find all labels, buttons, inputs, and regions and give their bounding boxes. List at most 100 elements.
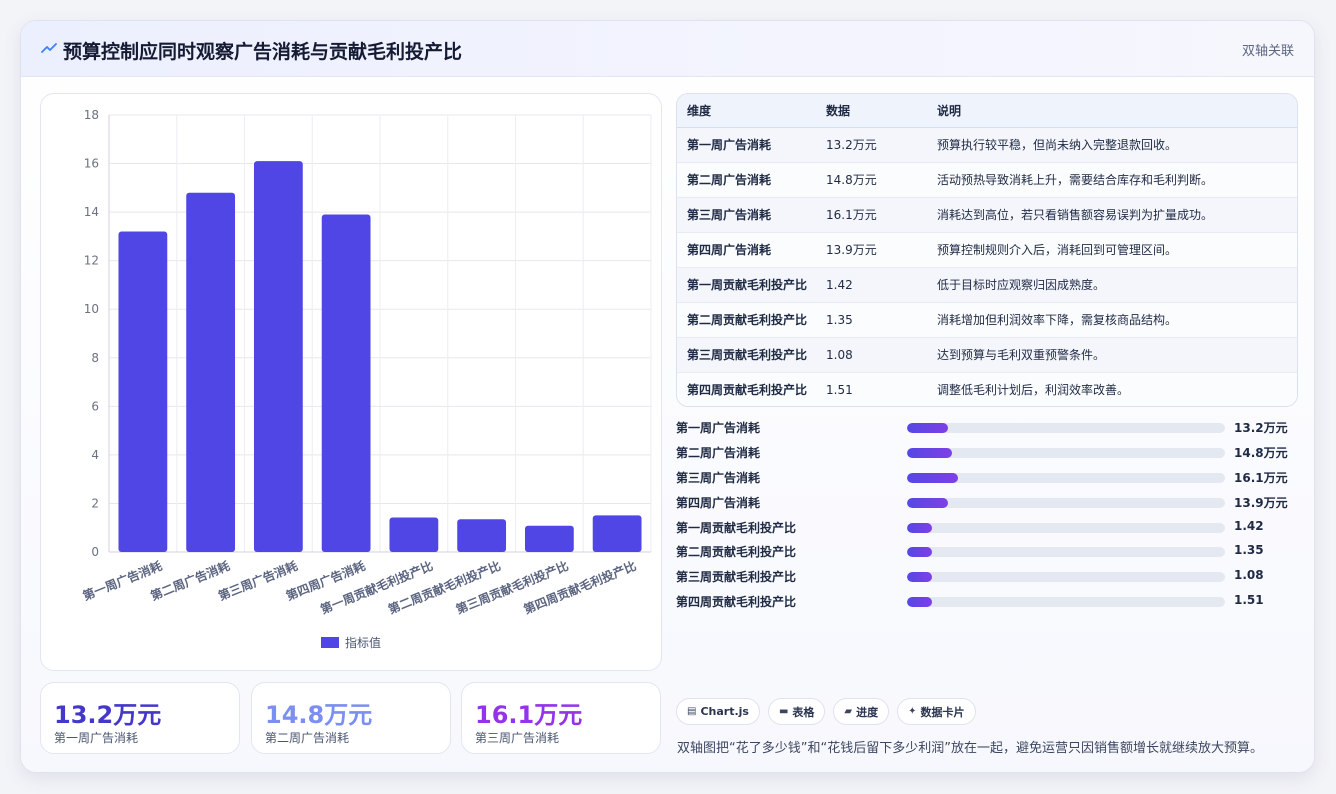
chip-card[interactable]: ✦ 数据卡片 bbox=[897, 698, 976, 725]
row-description: 消耗达到高位，若只看销售额容易误判为扩量成功。 bbox=[937, 208, 1214, 222]
progress-list: 第一周广告消耗 13.2万元 第二周广告消耗 14.8万元 第三周广告消耗 16.1万元第… bbox=[676, 416, 1298, 615]
progress-fill bbox=[907, 423, 949, 433]
chip-progress[interactable]: ▰ 进度 bbox=[833, 698, 890, 725]
progress-fill bbox=[907, 447, 952, 458]
row-description: 活动预热导致消耗上升，需要结合库存和毛利判断。 bbox=[937, 173, 1214, 187]
y-tick-label: 14 bbox=[84, 205, 99, 219]
progress-track bbox=[907, 497, 1225, 508]
column-header: 说明 bbox=[937, 94, 1297, 128]
x-tick-label: 第三周贡献毛利投产比 bbox=[454, 558, 571, 617]
progress-label: 第三周广告消耗 bbox=[676, 470, 761, 485]
row-value: 1.35 bbox=[826, 312, 853, 327]
tech-chips: ▤ Chart.js ▬ 表格 ▰ 进度 ✦ 数据卡片 bbox=[676, 698, 976, 725]
row-dimension: 第二周贡献毛利投产比 bbox=[687, 313, 808, 327]
chip-label: 进度 bbox=[856, 705, 879, 719]
table-row: 第三周广告消耗 16.1万元 消耗达到高位，若只看销售额容易误判为扩量成功。 bbox=[677, 197, 1297, 232]
progress-track bbox=[907, 572, 1225, 583]
row-value: 14.8万元 bbox=[826, 173, 877, 187]
table-row: 第四周贡献毛利投产比 1.51 调整低毛利计划后，利润效率改善。 bbox=[677, 372, 1297, 406]
bar-chart-panel: 0 2 4 6 8 10 12 14 16 18 第一周广告消耗 第二周广告消耗 第三周广告消耗 第四周广… bbox=[40, 93, 662, 671]
legend-swatch bbox=[321, 637, 339, 648]
bar bbox=[457, 519, 507, 552]
progress-fill bbox=[907, 497, 949, 508]
progress-row: 第二周广告消耗 14.8万元 bbox=[676, 441, 1298, 466]
row-dimension: 第四周贡献毛利投产比 bbox=[687, 383, 808, 398]
progress-value: 1.35 bbox=[1234, 543, 1264, 558]
row-value: 1.42 bbox=[826, 277, 853, 292]
table-header-row: 维度 数据 说明 bbox=[677, 94, 1297, 128]
table-row: 第二周广告消耗 14.8万元 活动预热导致消耗上升，需要结合库存和毛利判断。 bbox=[677, 162, 1297, 197]
chip-label: Chart.js bbox=[700, 705, 749, 718]
data-table: 维度 数据 说明 第一周广告消耗 13.2万元 预算执行较平稳，但尚未纳入完整退款回… bbox=[676, 93, 1298, 407]
kpi-card: 14.8万元 第二周广告消耗 bbox=[251, 682, 451, 754]
progress-row: 第三周贡献毛利投产比 1.08 bbox=[676, 565, 1298, 590]
kpi-label: 第二周广告消耗 bbox=[265, 731, 350, 745]
table-row: 第二周贡献毛利投产比 1.35 消耗增加但利润效率下降，需复核商品结构。 bbox=[677, 302, 1297, 337]
row-value: 1.51 bbox=[826, 382, 853, 397]
dashboard-card: 预算控制应同时观察广告消耗与贡献毛利投产比 双轴关联 0 2 4 6 8 10 12 14 16… bbox=[20, 20, 1315, 773]
progress-fill bbox=[907, 472, 958, 483]
x-tick-label: 第一周贡献毛利投产比 bbox=[318, 558, 435, 617]
chip-table[interactable]: ▬ 表格 bbox=[767, 698, 826, 725]
bar bbox=[524, 525, 574, 552]
progress-track bbox=[907, 423, 1225, 433]
progress-label: 第三周贡献毛利投产比 bbox=[676, 570, 797, 585]
card-icon: ✦ bbox=[908, 706, 917, 717]
progress-value: 13.2万元 bbox=[1234, 421, 1288, 435]
progress-icon: ▰ bbox=[844, 706, 853, 717]
kpi-value: 13.2万元 bbox=[54, 701, 162, 729]
table-icon: ▬ bbox=[778, 706, 789, 717]
row-value: 16.1万元 bbox=[826, 208, 877, 222]
progress-value: 1.51 bbox=[1234, 593, 1264, 608]
chart-icon: ▤ bbox=[687, 706, 697, 717]
column-header: 数据 bbox=[826, 94, 937, 128]
table-row: 第一周广告消耗 13.2万元 预算执行较平稳，但尚未纳入完整退款回收。 bbox=[677, 127, 1297, 162]
kpi-value: 16.1万元 bbox=[475, 701, 583, 729]
row-value: 13.9万元 bbox=[826, 243, 877, 257]
row-dimension: 第三周广告消耗 bbox=[687, 208, 772, 222]
row-value: 1.08 bbox=[826, 347, 853, 362]
y-tick-label: 0 bbox=[91, 545, 99, 559]
progress-row: 第三周广告消耗 16.1万元 bbox=[676, 466, 1298, 491]
kpi-label: 第一周广告消耗 bbox=[54, 731, 139, 745]
progress-row: 第二周贡献毛利投产比 1.35 bbox=[676, 540, 1298, 565]
progress-label: 第四周贡献毛利投产比 bbox=[676, 595, 797, 610]
progress-track bbox=[907, 447, 1225, 458]
bar bbox=[118, 231, 168, 553]
progress-label: 第二周广告消耗 bbox=[676, 445, 761, 460]
y-tick-label: 18 bbox=[84, 108, 99, 122]
row-description: 预算执行较平稳，但尚未纳入完整退款回收。 bbox=[937, 138, 1178, 152]
bar bbox=[253, 161, 303, 552]
bar bbox=[186, 192, 236, 552]
y-tick-label: 16 bbox=[84, 157, 99, 171]
chip-chart[interactable]: ▤ Chart.js bbox=[676, 698, 760, 725]
x-tick-label: 第二周贡献毛利投产比 bbox=[386, 558, 503, 617]
row-description: 消耗增加但利润效率下降，需复核商品结构。 bbox=[937, 313, 1178, 327]
progress-value: 1.42 bbox=[1234, 518, 1264, 533]
progress-track bbox=[907, 547, 1225, 558]
progress-label: 第一周广告消耗 bbox=[676, 421, 761, 435]
progress-value: 14.8万元 bbox=[1234, 445, 1288, 460]
row-dimension: 第一周贡献毛利投产比 bbox=[687, 278, 808, 292]
progress-row: 第一周广告消耗 13.2万元 bbox=[676, 416, 1298, 441]
row-value: 13.2万元 bbox=[826, 138, 877, 152]
chip-label: 数据卡片 bbox=[920, 705, 965, 719]
table-row: 第一周贡献毛利投产比 1.42 低于目标时应观察归因成熟度。 bbox=[677, 267, 1297, 302]
progress-fill bbox=[907, 597, 933, 608]
y-tick-label: 2 bbox=[91, 496, 99, 510]
table-row: 第三周贡献毛利投产比 1.08 达到预算与毛利双重预警条件。 bbox=[677, 337, 1297, 372]
kpi-label: 第三周广告消耗 bbox=[475, 731, 560, 745]
progress-fill bbox=[907, 547, 933, 558]
y-tick-label: 8 bbox=[91, 351, 99, 365]
progress-track bbox=[907, 472, 1225, 483]
column-header: 维度 bbox=[677, 94, 826, 128]
trend-icon bbox=[41, 43, 57, 53]
progress-row: 第一周贡献毛利投产比 1.42 bbox=[676, 516, 1298, 541]
header: 预算控制应同时观察广告消耗与贡献毛利投产比 双轴关联 bbox=[21, 21, 1314, 77]
y-tick-label: 10 bbox=[84, 302, 99, 316]
y-tick-label: 12 bbox=[84, 254, 99, 268]
progress-fill bbox=[907, 522, 933, 533]
bar bbox=[321, 214, 371, 552]
row-dimension: 第四周广告消耗 bbox=[687, 243, 772, 257]
row-description: 低于目标时应观察归因成熟度。 bbox=[937, 278, 1106, 292]
